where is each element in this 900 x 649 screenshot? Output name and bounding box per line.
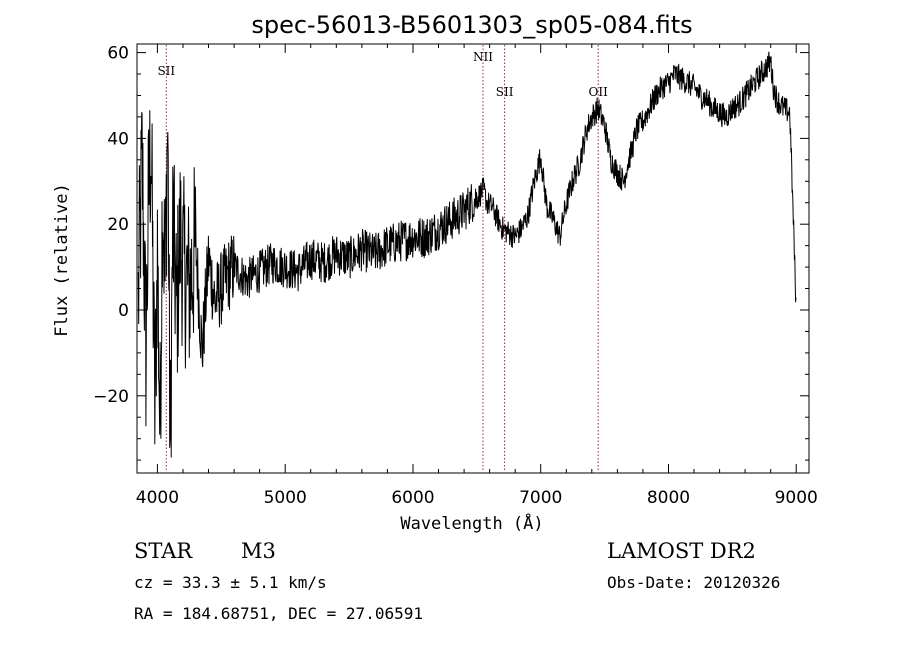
y-tick-label: 40 (107, 129, 129, 149)
y-tick-label: 60 (107, 44, 129, 64)
y-tick-label: 0 (118, 301, 129, 321)
ra-dec-coordinates: RA = 184.68751, DEC = 27.06591 (134, 604, 423, 623)
y-axis-label: Flux (relative) (52, 183, 72, 337)
x-tick-label: 4000 (136, 488, 179, 508)
line-marker-label: NII (473, 50, 493, 64)
y-axis-ticks: −20 0 20 40 60 (93, 44, 809, 461)
spectrum-line (137, 51, 797, 458)
x-tick-label: 7000 (519, 488, 562, 508)
y-tick-label: −20 (93, 387, 129, 407)
x-tick-label: 9000 (775, 488, 818, 508)
x-tick-label: 6000 (391, 488, 434, 508)
survey-name: LAMOST DR2 (607, 539, 756, 563)
chart-title: spec-56013-B5601303_sp05-084.fits (251, 11, 692, 39)
x-tick-label: 8000 (647, 488, 690, 508)
line-marker-label: SII (496, 85, 514, 99)
redshift-cz: cz = 33.3 ± 5.1 km/s (134, 573, 327, 592)
x-axis-ticks: 4000 5000 6000 7000 8000 9000 (136, 44, 818, 508)
observation-date: Obs-Date: 20120326 (607, 573, 780, 592)
spectrum-series (137, 51, 797, 458)
x-axis-label: Wavelength (Å) (400, 512, 543, 534)
object-type: STAR (134, 539, 193, 563)
y-tick-label: 20 (107, 215, 129, 235)
x-tick-label: 5000 (264, 488, 307, 508)
line-marker-label: OII (589, 85, 609, 99)
object-subclass: M3 (241, 539, 276, 563)
line-marker-label: SII (157, 64, 175, 78)
plot-frame (136, 43, 810, 474)
